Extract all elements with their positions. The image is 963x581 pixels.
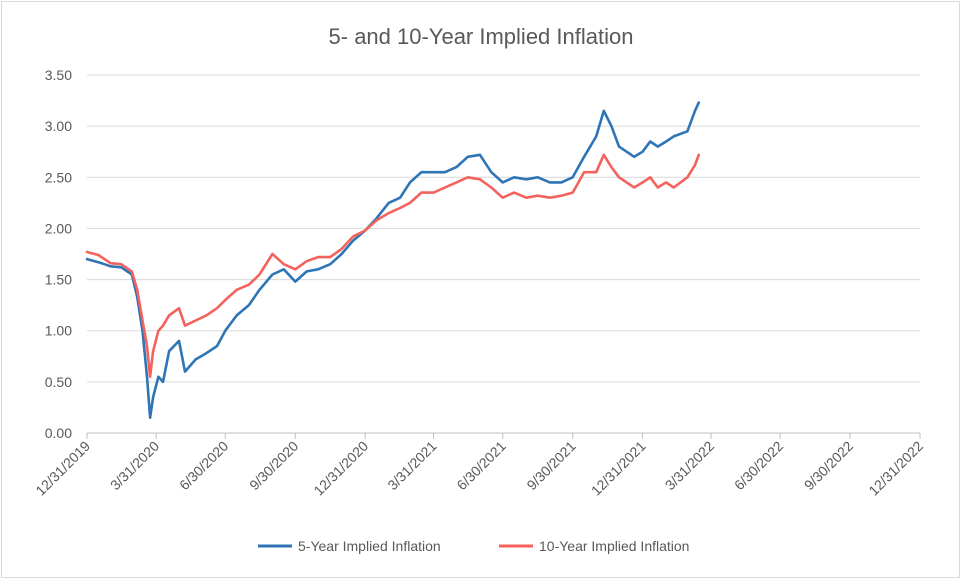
legend: 5-Year Implied Inflation 10-Year Implied … (258, 538, 689, 554)
x-tick-label: 12/31/2019 (32, 438, 93, 499)
x-tick-label: 9/30/2020 (246, 438, 302, 494)
x-tick-label: 3/31/2022 (662, 438, 718, 494)
x-tick-label: 3/31/2021 (384, 438, 440, 494)
y-tick-label: 2.00 (45, 220, 72, 236)
x-tick-label: 6/30/2022 (731, 438, 787, 494)
x-tick-label: 6/30/2021 (453, 438, 509, 494)
series-line-10-year (85, 153, 701, 378)
y-tick-label: 0.50 (45, 374, 72, 390)
y-tick-label: 3.00 (45, 118, 72, 134)
x-tick-label: 9/30/2021 (523, 438, 579, 494)
y-tick-label: 0.00 (45, 425, 72, 441)
x-tick-label: 12/31/2020 (310, 438, 371, 499)
y-tick-label: 3.50 (45, 67, 72, 83)
chart-title: 5- and 10-Year Implied Inflation (329, 24, 634, 49)
x-axis: 12/31/2019 3/31/2020 6/30/2020 9/30/2020 12/… (32, 432, 926, 499)
legend-label: 5-Year Implied Inflation (298, 538, 441, 554)
x-tick-label: 12/31/2021 (588, 438, 649, 499)
series-line-5-year (85, 101, 701, 419)
y-axis-ticks: 0.00 0.50 1.00 1.50 2.00 2.50 3.00 3.50 (45, 67, 72, 441)
x-tick-label: 6/30/2020 (176, 438, 232, 494)
y-tick-label: 1.00 (45, 323, 72, 339)
x-tick-label: 3/31/2020 (107, 438, 163, 494)
y-tick-label: 1.50 (45, 272, 72, 288)
y-tick-label: 2.50 (45, 169, 72, 185)
x-tick-label: 9/30/2022 (801, 438, 857, 494)
legend-label: 10-Year Implied Inflation (539, 538, 689, 554)
gridlines (87, 74, 920, 383)
x-tick-label: 12/31/2022 (865, 438, 926, 499)
series-lines (85, 101, 701, 419)
